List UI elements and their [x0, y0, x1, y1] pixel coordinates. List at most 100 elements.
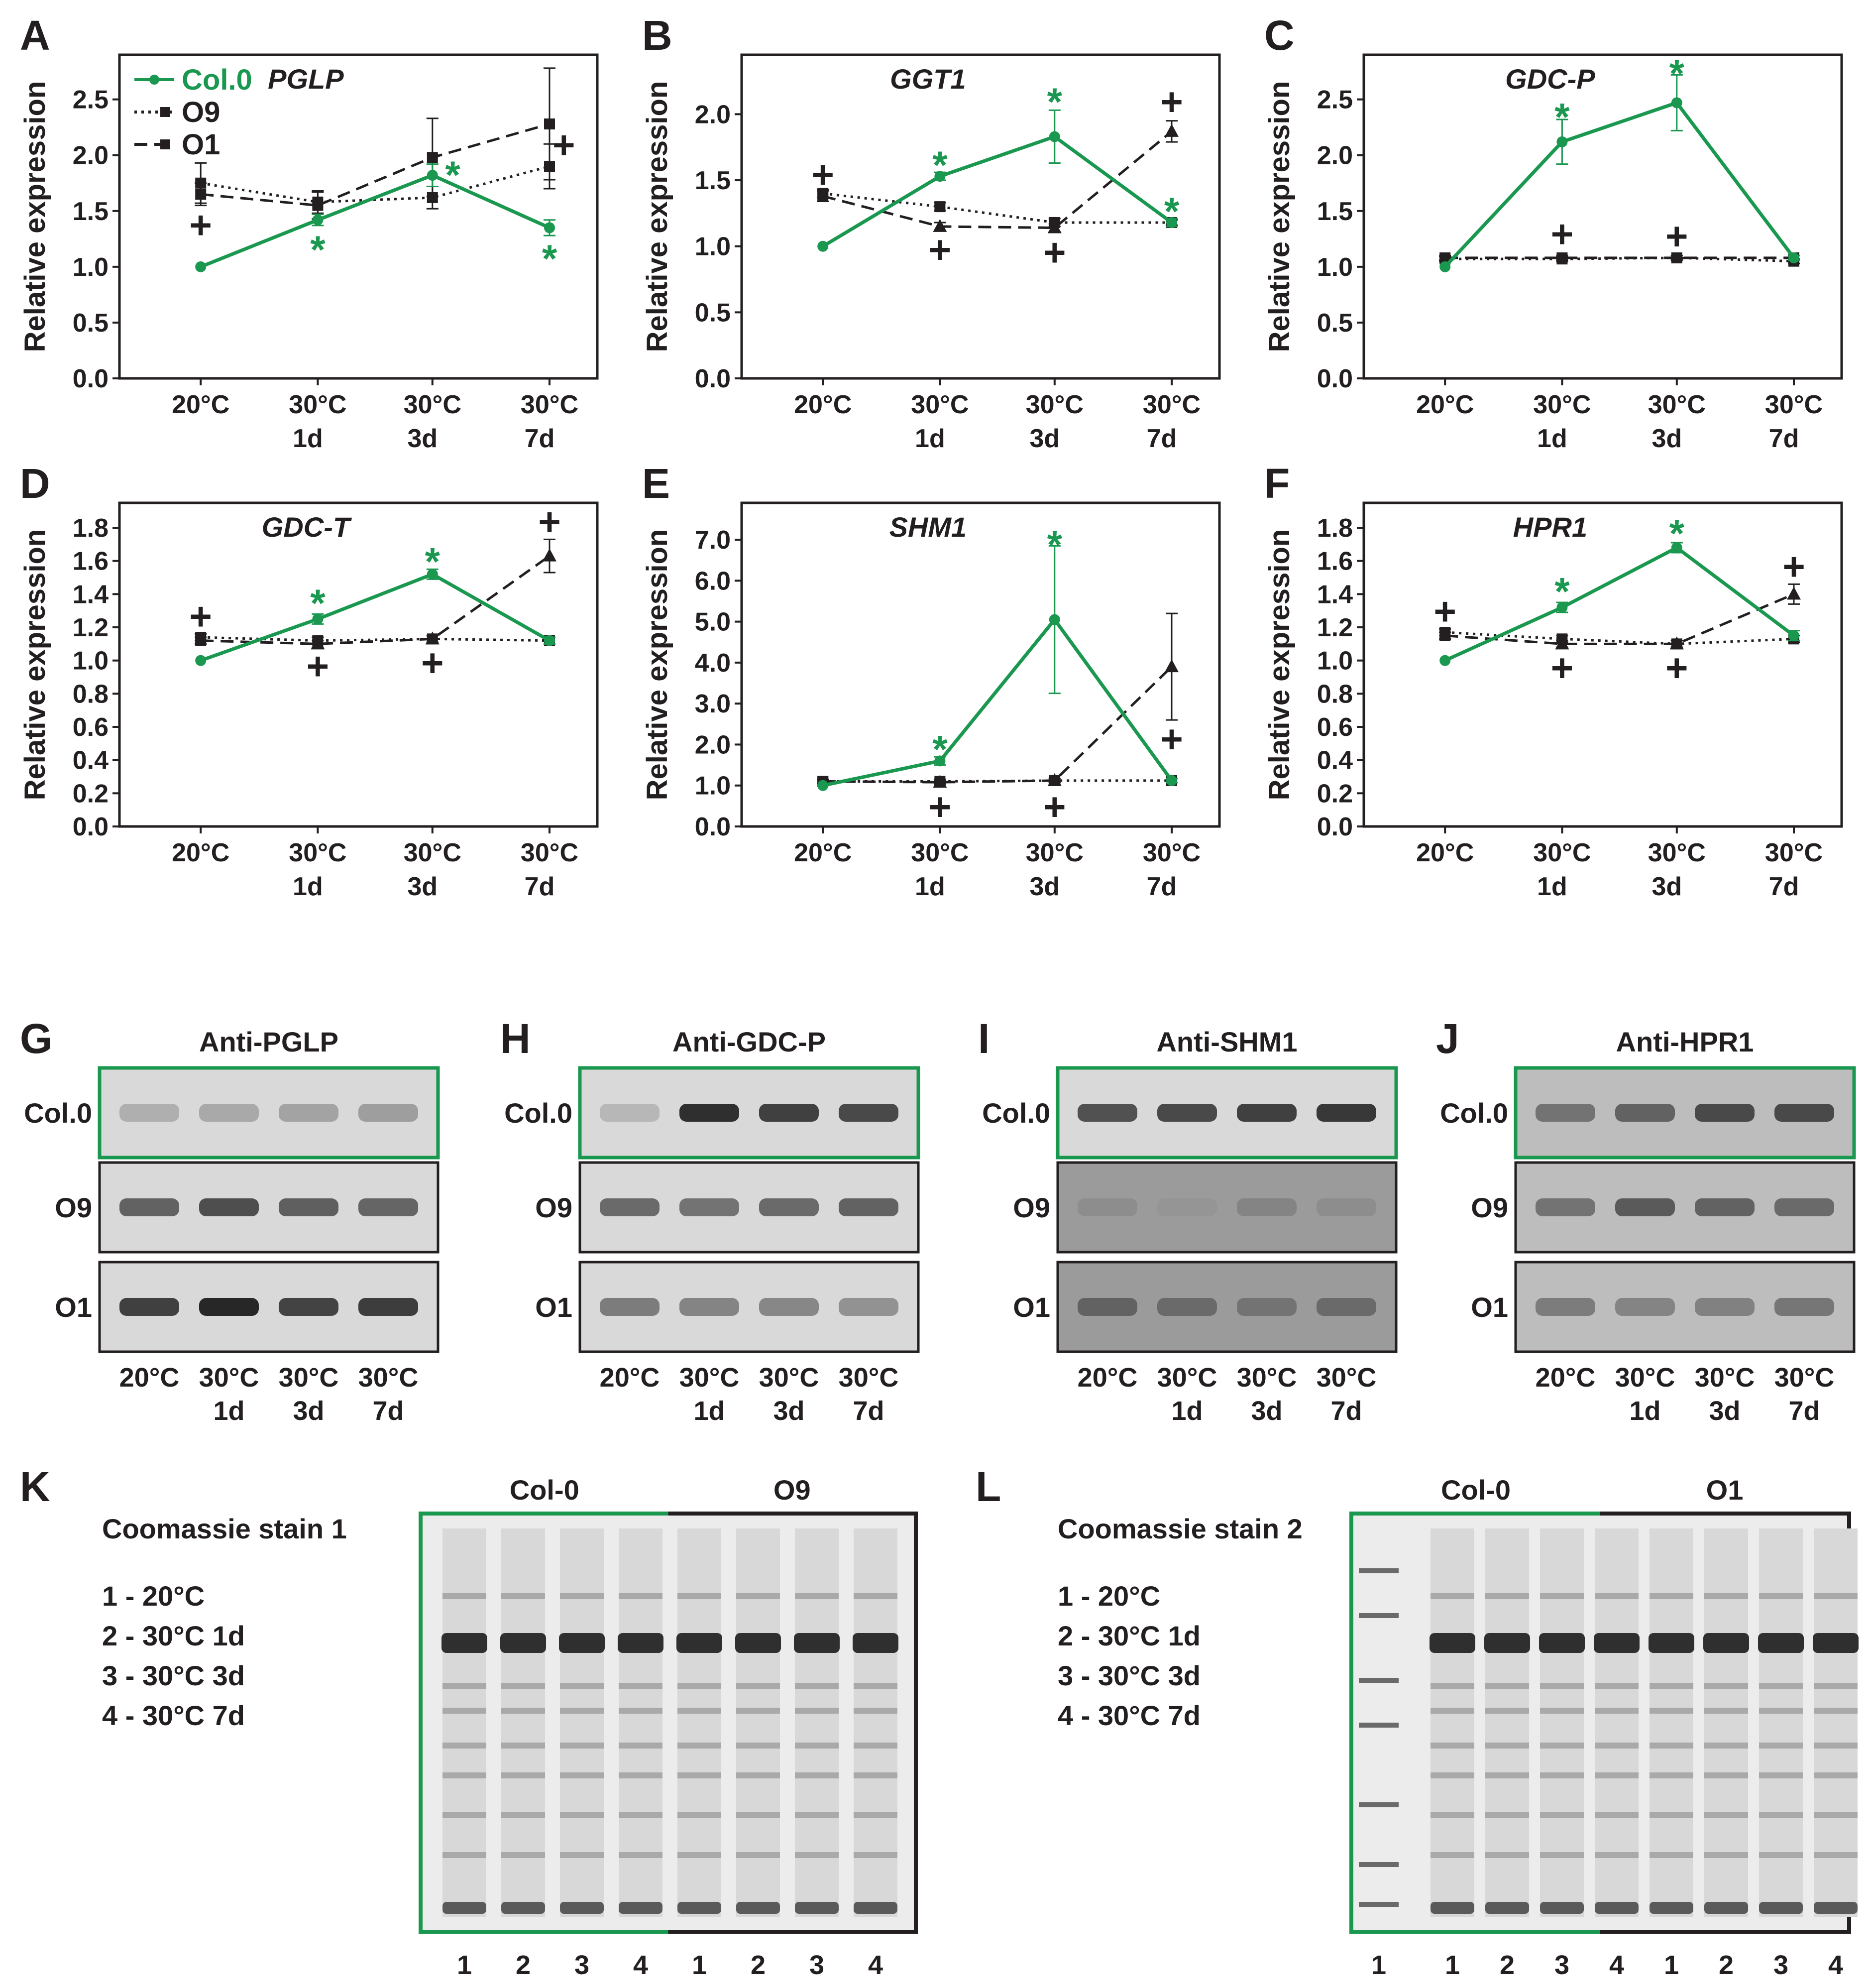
significance-asterisk: *	[425, 540, 440, 584]
protein-band	[854, 1812, 897, 1818]
gel-legend-item: 3 - 30°C 3d	[1058, 1660, 1201, 1691]
protein-band	[677, 1812, 721, 1818]
protein-band	[1485, 1812, 1529, 1818]
gel-lane-number: 1	[1371, 1950, 1386, 1980]
blot-band	[600, 1198, 660, 1216]
data-point	[1049, 131, 1060, 142]
significance-asterisk: *	[1164, 189, 1180, 233]
series-o1	[195, 538, 556, 650]
blot-band	[839, 1298, 898, 1316]
panel-letter: G	[20, 1015, 52, 1062]
small-subunit-band	[619, 1902, 662, 1914]
series-o1	[1439, 583, 1801, 650]
chart-panel-b: B 0.0 0.5 1.0 1.5 2.0 20°C 30°C 1d 30°C 3d 30°C 7d Re…	[641, 12, 1221, 453]
lane-label: 20°C	[1078, 1363, 1138, 1393]
blot-band	[1695, 1104, 1755, 1122]
lane-label: 30°C	[679, 1363, 740, 1393]
protein-band	[1595, 1743, 1639, 1749]
x-tick-label: 30°C	[404, 390, 461, 419]
gel-legend-item: 2 - 30°C 1d	[1058, 1620, 1201, 1651]
lane-label: 30°C	[1774, 1363, 1835, 1393]
significance-plus: +	[1665, 214, 1688, 258]
protein-band	[736, 1772, 780, 1778]
significance-plus: +	[929, 785, 952, 828]
significance-plus: +	[929, 228, 952, 271]
data-point	[1439, 252, 1451, 263]
series-line	[200, 122, 550, 207]
protein-band	[560, 1852, 604, 1858]
lane-label: 30°C	[1157, 1363, 1217, 1393]
protein-band	[619, 1852, 662, 1858]
protein-band	[1540, 1593, 1584, 1599]
series-col0	[1439, 542, 1800, 666]
x-tick-label-sub: 3d	[1651, 424, 1682, 453]
data-point	[1671, 252, 1682, 263]
significance-asterisk: *	[1047, 522, 1063, 566]
x-tick-label-sub: 1d	[293, 424, 323, 453]
legend-label: Col.0	[182, 64, 252, 96]
data-point	[544, 118, 555, 129]
blot-band	[1078, 1298, 1137, 1316]
data-point	[1556, 602, 1568, 613]
protein-band	[1540, 1772, 1584, 1778]
data-point	[312, 214, 324, 226]
data-point	[1047, 220, 1062, 234]
chart-panel-f: F 0.0 0.2 0.4 0.6 0.8 1.0 1.2 1.4 1.6 1.8 20°C 30°C 1…	[1263, 460, 1843, 901]
small-subunit-band	[1431, 1902, 1474, 1914]
lane-label: 30°C	[358, 1363, 419, 1393]
chart-panel-e: E 0.0 1.0 2.0 3.0 4.0 5.0 6.0 7.0 20°C 30°C 1d 30°C 3…	[641, 460, 1221, 901]
data-point	[817, 240, 829, 252]
gel-lane-number: 4	[633, 1950, 648, 1980]
data-point	[427, 152, 438, 163]
lane-label: 30°C	[1237, 1363, 1297, 1393]
blot-band	[839, 1198, 898, 1216]
gel-group-label: Col-0	[510, 1474, 579, 1506]
gel-group-label: Col-0	[1441, 1474, 1511, 1506]
significance-plus: +	[307, 644, 330, 688]
protein-band	[619, 1743, 662, 1749]
data-point	[543, 548, 556, 562]
blot-row-label: O1	[1471, 1291, 1508, 1323]
blot-band	[759, 1198, 819, 1216]
gel-lane-number: 3	[1773, 1950, 1788, 1980]
protein-band	[1759, 1743, 1803, 1749]
y-tick-label: 2.0	[695, 100, 731, 129]
protein-band	[854, 1743, 897, 1749]
rubisco-band	[1649, 1633, 1694, 1653]
gel-border-col0	[1349, 1512, 1600, 1934]
x-tick-label-sub: 1d	[293, 872, 323, 901]
protein-band	[1431, 1852, 1474, 1858]
blot-band	[1157, 1198, 1217, 1216]
x-tick-label: 30°C	[1533, 838, 1591, 867]
y-axis-label: Relative expression	[19, 529, 51, 801]
blot-band	[1237, 1198, 1297, 1216]
protein-band	[1595, 1852, 1639, 1858]
gel-legend-item: 1 - 20°C	[102, 1580, 205, 1612]
blot-row-label: Col.0	[982, 1097, 1050, 1129]
protein-band	[1814, 1708, 1858, 1714]
lane-label: 30°C	[199, 1363, 259, 1393]
protein-band	[442, 1743, 486, 1749]
protein-band	[1704, 1772, 1748, 1778]
plot-frame	[118, 53, 599, 380]
significance-plus: +	[1551, 212, 1574, 256]
protein-band	[1431, 1772, 1474, 1778]
protein-band	[1759, 1708, 1803, 1714]
blot-row-label: O1	[55, 1291, 92, 1323]
gene-name: GGT1	[890, 63, 966, 95]
protein-band	[736, 1593, 780, 1599]
gel-lane-number: 2	[516, 1950, 531, 1980]
gel-group-label: O9	[773, 1474, 811, 1506]
protein-band	[560, 1683, 604, 1689]
data-point	[195, 261, 207, 272]
data-point	[1669, 636, 1684, 650]
protein-band	[560, 1593, 604, 1599]
data-point	[1787, 586, 1801, 600]
y-tick-label: 6.0	[695, 567, 731, 595]
gel-lane-number: 1	[457, 1950, 472, 1980]
y-tick-label: 7.0	[695, 526, 731, 555]
x-tick-label: 30°C	[1765, 390, 1823, 419]
gel-lane-number: 4	[1609, 1950, 1624, 1980]
blot-band	[679, 1298, 739, 1316]
